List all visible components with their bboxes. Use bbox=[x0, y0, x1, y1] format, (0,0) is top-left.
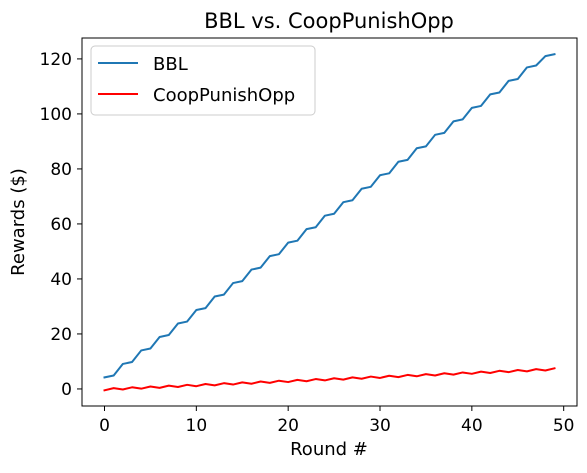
x-tick-label: 10 bbox=[186, 416, 208, 436]
legend-label-1: CoopPunishOpp bbox=[153, 85, 295, 106]
plot-area bbox=[103, 53, 556, 392]
y-tick-label: 100 bbox=[40, 105, 72, 125]
x-tick-label: 30 bbox=[369, 416, 391, 436]
plot-frame bbox=[81, 37, 578, 407]
y-tick-label: 120 bbox=[40, 50, 72, 70]
y-tick-label: 80 bbox=[50, 160, 72, 180]
legend-label-0: BBL bbox=[153, 54, 188, 75]
y-tick-label: 60 bbox=[50, 215, 72, 235]
x-tick-label: 50 bbox=[553, 416, 575, 436]
axis-ticks: 0 10 20 30 40 50 0 20 40 60 80 100 120 bbox=[40, 50, 575, 436]
legend: BBL CoopPunishOpp bbox=[90, 45, 316, 116]
x-tick-label: 0 bbox=[99, 416, 110, 436]
x-tick-label: 20 bbox=[277, 416, 299, 436]
y-axis-label: Rewards ($) bbox=[8, 168, 29, 276]
legend-box bbox=[90, 45, 316, 116]
y-tick-label: 0 bbox=[61, 380, 72, 400]
y-tick-label: 20 bbox=[50, 325, 72, 345]
x-axis-label: Round # bbox=[290, 439, 368, 460]
series-line-0 bbox=[103, 53, 556, 379]
series-line-1 bbox=[103, 367, 556, 392]
y-tick-label: 40 bbox=[50, 270, 72, 290]
chart-title: BBL vs. CoopPunishOpp bbox=[204, 9, 454, 33]
x-tick-label: 40 bbox=[461, 416, 483, 436]
